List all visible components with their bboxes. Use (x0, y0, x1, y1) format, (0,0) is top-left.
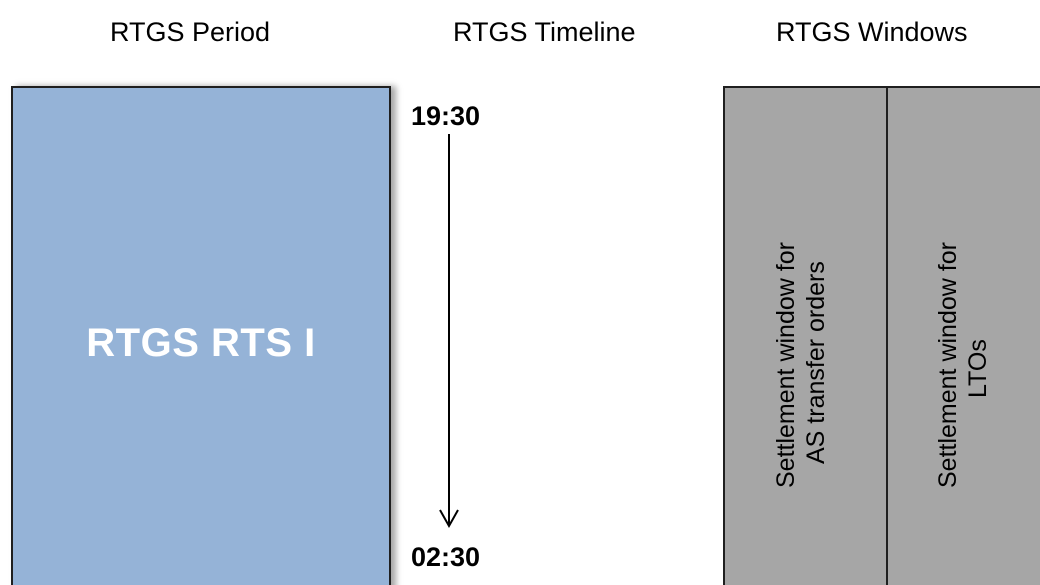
window-ltos: Settlement window for LTOs (933, 242, 993, 488)
window-label-line: LTOs (964, 339, 992, 398)
timeline-start-time: 19:30 (411, 101, 481, 131)
window-label-line: Settlement window for (934, 242, 962, 488)
window-label-line: Settlement window for (772, 242, 800, 488)
heading-rtgs-timeline: RTGS Timeline (453, 17, 636, 47)
rtgs-windows-box: Settlement window for AS transfer orders… (723, 86, 1040, 585)
window-label-line: AS transfer orders (802, 261, 830, 464)
timeline-arrow-icon (439, 134, 459, 529)
timeline-end-time: 02:30 (411, 542, 481, 572)
heading-rtgs-windows: RTGS Windows (776, 17, 968, 47)
rtgs-period-box: RTGS RTS I (11, 86, 391, 585)
window-as-transfer-orders: Settlement window for AS transfer orders (771, 242, 831, 488)
heading-rtgs-period: RTGS Period (110, 17, 271, 47)
rtgs-period-label: RTGS RTS I (86, 321, 316, 365)
window-divider (886, 88, 888, 585)
